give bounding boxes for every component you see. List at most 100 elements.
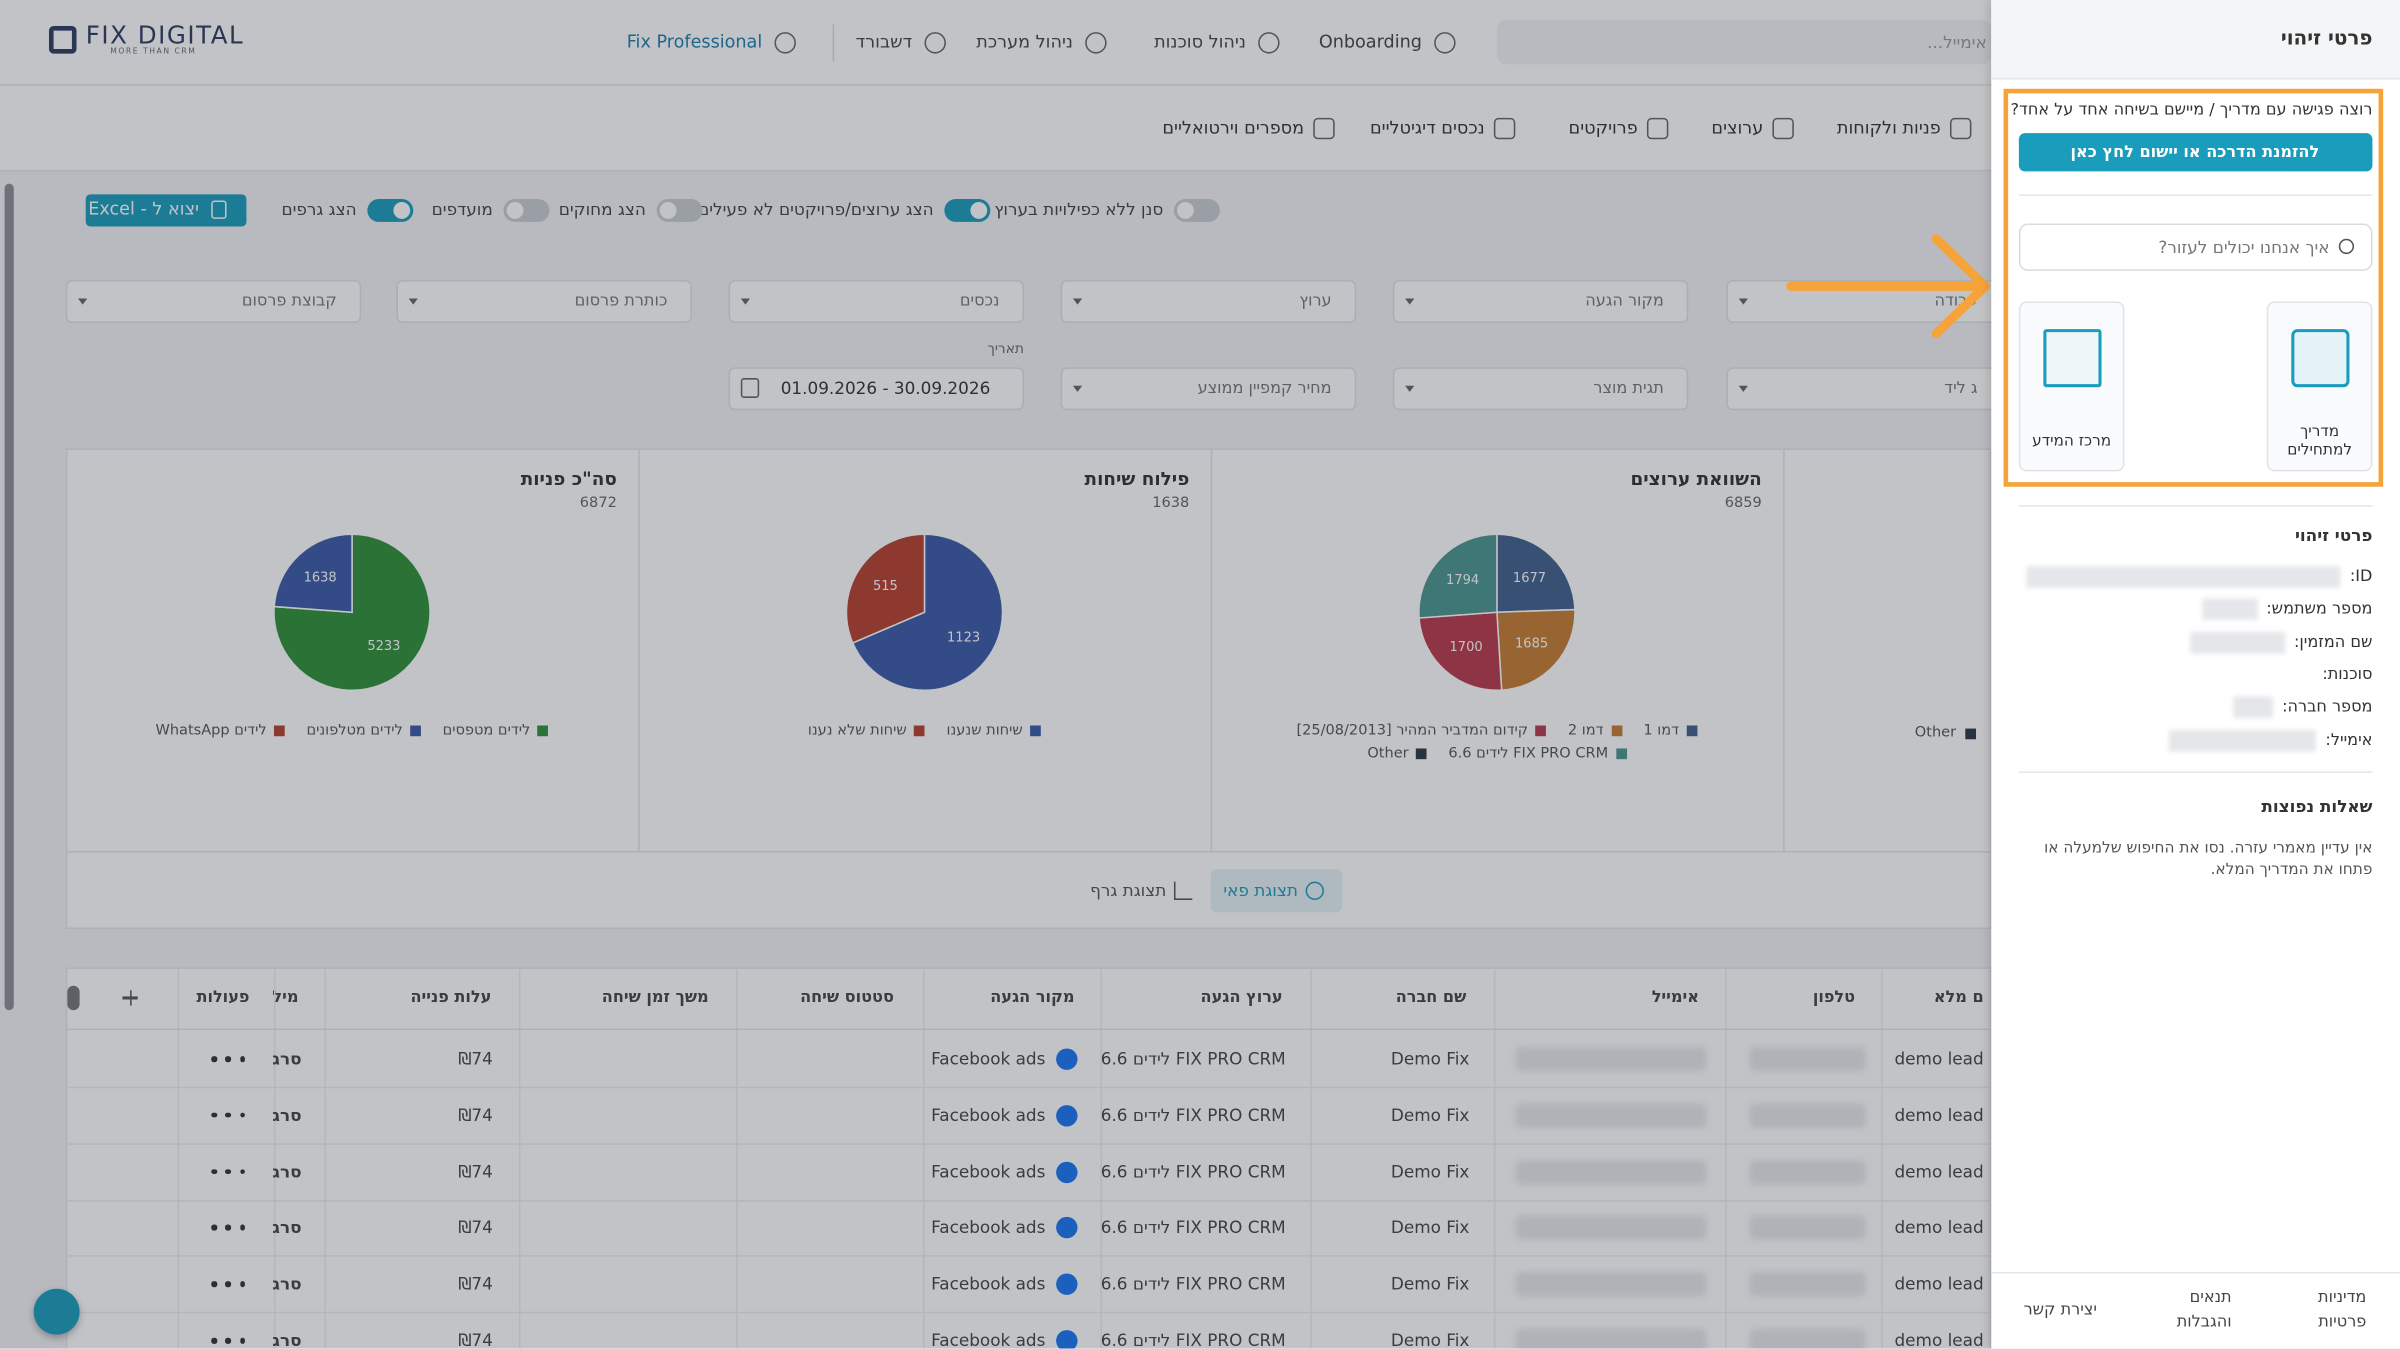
dropdown-caret bbox=[1072, 298, 1083, 305]
pie-icon bbox=[1305, 881, 1324, 900]
date-input[interactable] bbox=[728, 367, 1024, 411]
cell-source: Facebook ads bbox=[931, 1330, 1046, 1349]
filter-dropdown[interactable] bbox=[1060, 367, 1357, 411]
export-label[interactable]: יצוא ל - Excel bbox=[88, 197, 199, 220]
filter-dropdown[interactable] bbox=[65, 280, 362, 323]
legend-label: לידים מטלפונים bbox=[306, 722, 403, 740]
nav-icon bbox=[1085, 32, 1107, 54]
slice-label: 1638 bbox=[304, 570, 337, 585]
nav-item[interactable]: ניהול מערכת bbox=[976, 30, 1073, 53]
toggle[interactable] bbox=[656, 198, 703, 222]
cell-company: Demo Fix bbox=[1390, 1274, 1470, 1295]
footer-link[interactable]: מדיניות פרטיות bbox=[2318, 1288, 2367, 1332]
legend-item: דמו 1 bbox=[1643, 722, 1698, 740]
nav-item[interactable]: ניהול סוכנות bbox=[1154, 30, 1246, 53]
filter-placeholder: קבוצת פרסום bbox=[241, 291, 337, 311]
toggle[interactable] bbox=[367, 198, 414, 222]
filter-dropdown[interactable] bbox=[396, 280, 692, 323]
cell-truncated: סרג bbox=[272, 1049, 302, 1069]
row-actions[interactable] bbox=[211, 1337, 245, 1346]
legend-item: קידום המדביר המהיר [25/08/2013] bbox=[1296, 722, 1547, 739]
row-actions[interactable] bbox=[211, 1225, 245, 1233]
toggle[interactable] bbox=[944, 198, 991, 222]
nav-item[interactable]: Onboarding bbox=[1318, 30, 1422, 53]
row-actions[interactable] bbox=[211, 1056, 245, 1064]
tab[interactable]: מספרים וירטואליים bbox=[1162, 116, 1305, 138]
toggle[interactable] bbox=[503, 198, 550, 222]
filter-dropdown[interactable] bbox=[1392, 280, 1689, 323]
toggle[interactable] bbox=[1173, 198, 1220, 222]
tab[interactable]: ערוצים bbox=[1711, 116, 1764, 138]
action-dot bbox=[239, 1056, 245, 1062]
blurred-value bbox=[2026, 566, 2341, 588]
footer-line bbox=[1991, 1271, 2400, 1274]
export-button[interactable] bbox=[85, 194, 247, 227]
facebook-icon bbox=[1056, 1048, 1078, 1070]
help-search[interactable] bbox=[2018, 223, 2373, 271]
action-dot bbox=[225, 1168, 231, 1175]
legend-item: Other bbox=[1367, 745, 1427, 762]
toggle-knob bbox=[659, 202, 677, 219]
filter-placeholder: נכסים bbox=[959, 291, 1000, 311]
logo-text: FIX DIGITAL bbox=[85, 20, 245, 50]
blurred-value bbox=[2189, 632, 2285, 654]
pie-chart: 5233 1638 bbox=[273, 533, 431, 691]
footer-link[interactable]: יצירת קשר bbox=[2023, 1300, 2097, 1320]
column-header: אימייל bbox=[1651, 988, 1699, 1007]
filter-dropdown[interactable] bbox=[1060, 280, 1357, 323]
blurred-email bbox=[1515, 1328, 1707, 1349]
column-divider bbox=[1881, 967, 1883, 1349]
view-button-label[interactable]: תצוגת גרף bbox=[1090, 880, 1167, 901]
cell-name: demo lead bbox=[1894, 1105, 1984, 1126]
view-button-label[interactable]: תצוגת פאי bbox=[1223, 880, 1298, 901]
row-actions[interactable] bbox=[211, 1281, 245, 1289]
row-actions[interactable] bbox=[211, 1112, 245, 1120]
promo-button-label[interactable]: להזמנת הדרכה או יישום לחץ כאן bbox=[2070, 142, 2320, 162]
faq-title: שאלות נפוצות bbox=[2261, 796, 2373, 817]
row-actions[interactable] bbox=[211, 1168, 245, 1177]
search-placeholder: אימייל... bbox=[1927, 32, 1987, 53]
nav-icon bbox=[774, 32, 796, 54]
toggle-knob bbox=[506, 202, 524, 219]
filter-dropdown[interactable] bbox=[728, 280, 1024, 323]
tab[interactable]: פרויקטים bbox=[1568, 116, 1638, 138]
action-dot bbox=[239, 1225, 245, 1231]
cell-name: demo lead bbox=[1894, 1049, 1984, 1069]
legend-label: FIX PRO CRM לידים 6.6 bbox=[1448, 745, 1609, 763]
chat-button[interactable] bbox=[33, 1288, 80, 1335]
filter-dropdown[interactable] bbox=[1392, 367, 1689, 411]
header-search[interactable] bbox=[1496, 19, 1992, 65]
nav-item[interactable]: דשבורד bbox=[855, 30, 913, 53]
action-dot bbox=[239, 1112, 245, 1118]
filter-dropdown[interactable] bbox=[1726, 367, 2003, 411]
dropdown-caret bbox=[1405, 298, 1415, 305]
legend-label: דמו 1 bbox=[1643, 722, 1680, 740]
tab-icon bbox=[1949, 117, 1972, 140]
tab[interactable]: פניות ולקוחות bbox=[1836, 116, 1941, 138]
promo-button[interactable] bbox=[2018, 133, 2373, 172]
cell-cost: ₪74 bbox=[458, 1105, 493, 1126]
tab[interactable]: נכסים דיגיטליים bbox=[1369, 116, 1485, 138]
blurred-phone bbox=[1749, 1215, 1866, 1241]
column-divider bbox=[273, 967, 276, 1349]
footer-link[interactable]: תנאים והגבלות bbox=[2176, 1288, 2232, 1332]
legend-label: לידים מטפסים bbox=[442, 722, 531, 740]
filter-placeholder: מקור הגעה bbox=[1585, 291, 1664, 311]
legend-swatch bbox=[1965, 728, 1977, 740]
nav-item[interactable]: Fix Professional bbox=[626, 30, 763, 53]
separator bbox=[2018, 771, 2373, 773]
tab-icon bbox=[1646, 117, 1669, 140]
view-bar bbox=[65, 852, 1992, 930]
legend-item: FIX PRO CRM לידים 6.6 bbox=[1448, 745, 1627, 763]
column-header: סטטוס שיחה bbox=[800, 988, 894, 1007]
blurred-phone bbox=[1749, 1159, 1866, 1185]
tab-icon bbox=[1772, 117, 1794, 140]
legend-item: לידים מטלפונים bbox=[306, 722, 422, 740]
action-dot bbox=[211, 1168, 217, 1175]
action-dot bbox=[225, 1337, 231, 1344]
cell-name: demo lead bbox=[1894, 1218, 1984, 1238]
panel-divider bbox=[1783, 448, 1785, 853]
cell-channel: FIX PRO CRM לידים 6.6 bbox=[1100, 1274, 1286, 1295]
card-label: מרכז המידע bbox=[2032, 433, 2112, 450]
